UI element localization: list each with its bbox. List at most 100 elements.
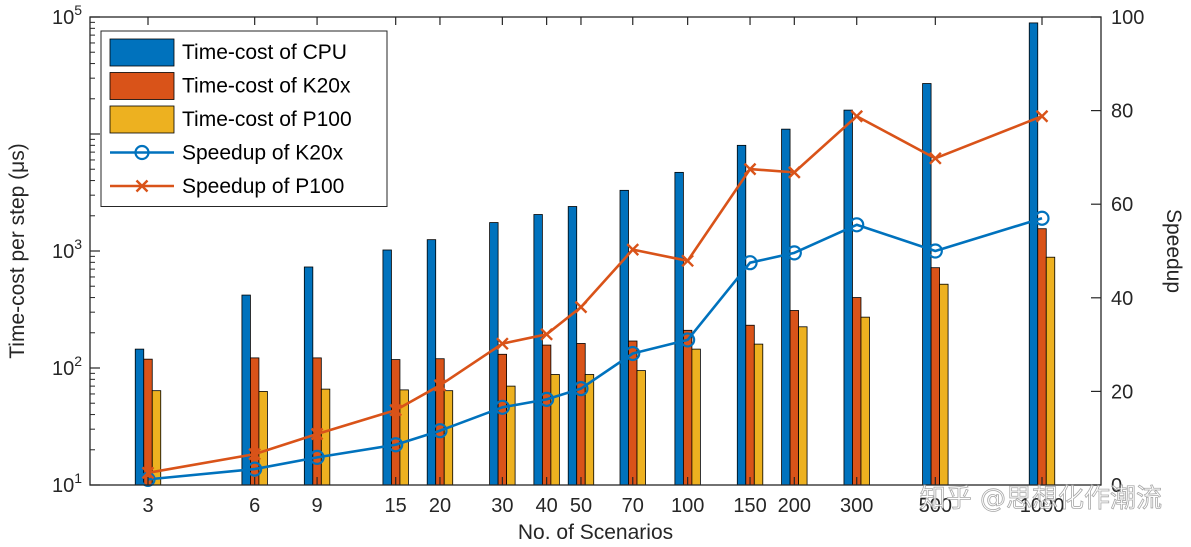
point-speedup-of-k20x-100	[680, 332, 696, 348]
y-axis-right-label: Speedup	[1162, 209, 1185, 293]
bar-time-cost-of-k20x-200	[789, 310, 799, 486]
bar-time-cost-of-k20x-150	[745, 324, 755, 486]
legend-swatch-time-cost-of-cpu	[109, 38, 175, 67]
y-left-tick-label-1e2: 102	[52, 353, 82, 380]
watermark: 知乎 @思想化作潮流	[920, 484, 1162, 514]
legend-label-speedup-of-k20x: Speedup of K20x	[182, 142, 344, 165]
x-tick-label-1000: 1000	[1020, 495, 1065, 517]
legend-swatch-time-cost-of-p100	[109, 105, 175, 134]
point-speedup-of-k20x-150	[742, 255, 758, 271]
y-axis-left-label: Time-cost per step (μs)	[6, 143, 29, 359]
x-tick-label-70: 70	[622, 495, 644, 517]
point-speedup-of-p100-15	[389, 403, 403, 417]
point-speedup-of-p100-150	[743, 162, 757, 176]
x-tick-label-30: 30	[491, 495, 513, 517]
bar-time-cost-of-k20x-1000	[1037, 228, 1047, 486]
point-speedup-of-k20x-70	[625, 345, 641, 362]
bar-time-cost-of-k20x-500	[930, 267, 940, 486]
point-speedup-of-k20x-500	[927, 243, 943, 259]
bar-time-cost-of-cpu-30	[489, 222, 499, 486]
bar-time-cost-of-cpu-150	[736, 144, 747, 486]
x-tick-label-150: 150	[733, 495, 766, 517]
legend-label-time-cost-of-k20x: Time-cost of K20x	[182, 75, 351, 98]
x-tick-label-20: 20	[429, 495, 451, 517]
legend-label-speedup-of-p100: Speedup of P100	[182, 175, 344, 198]
bar-time-cost-of-p100-30	[506, 385, 516, 486]
bar-time-cost-of-cpu-3	[134, 348, 145, 486]
bar-time-cost-of-cpu-20	[426, 239, 437, 486]
point-speedup-of-k20x-200	[786, 245, 802, 261]
y-left-tick-label-1e1: 101	[52, 470, 82, 497]
x-axis: 3 6 9 15 20 30 40 50 70 100 150 200 300 500 1000	[142, 17, 1064, 517]
bar-time-cost-of-k20x-15	[391, 359, 401, 486]
x-tick-label-9: 9	[312, 495, 323, 517]
x-tick-label-6: 6	[249, 495, 260, 517]
bar-time-cost-of-cpu-40	[533, 214, 543, 486]
bar-time-cost-of-p100-40	[550, 374, 560, 486]
legend-label-time-cost-of-cpu: Time-cost of CPU	[182, 41, 347, 64]
x-tick-label-15: 15	[385, 495, 407, 517]
legend-swatch-time-cost-of-k20x	[109, 72, 175, 100]
bar-time-cost-of-cpu-70	[619, 189, 629, 486]
bar-time-cost-of-cpu-500	[922, 83, 932, 486]
point-speedup-of-k20x-20	[432, 423, 448, 439]
bar-time-cost-of-p100-500	[939, 283, 949, 486]
bar-time-cost-of-k20x-100	[682, 329, 693, 486]
point-speedup-of-p100-20	[433, 378, 447, 392]
y-right-tick-label-100: 100	[1111, 7, 1144, 29]
x-tick-label-200: 200	[778, 495, 811, 517]
bar-time-cost-of-p100-300	[860, 316, 870, 486]
x-tick-label-100: 100	[671, 495, 704, 517]
point-speedup-of-p100-500	[928, 151, 942, 165]
point-speedup-of-p100-300	[850, 109, 864, 123]
point-speedup-of-k20x-40	[539, 391, 555, 407]
bar-time-cost-of-cpu-50	[567, 206, 578, 486]
point-speedup-of-p100-6	[248, 447, 262, 461]
bar-time-cost-of-k20x-40	[541, 344, 552, 486]
y-left-tick-label-1e5: 105	[52, 2, 82, 29]
point-speedup-of-k20x-6	[247, 461, 263, 477]
x-axis-label: No. of Scenarios	[518, 521, 673, 544]
legend-marker-speedup-of-k20x	[134, 144, 150, 161]
point-speedup-of-p100-50	[574, 300, 588, 314]
bar-time-cost-of-k20x-70	[628, 340, 638, 486]
y-right-tick-label-80: 80	[1111, 101, 1133, 123]
point-speedup-of-k20x-300	[849, 217, 865, 233]
bar-time-cost-of-k20x-50	[576, 343, 586, 486]
point-speedup-of-p100-1000	[1035, 109, 1049, 123]
bar-time-cost-of-p100-200	[798, 326, 808, 486]
bar-time-cost-of-cpu-200	[781, 128, 791, 486]
bar-time-cost-of-p100-1000	[1045, 256, 1056, 486]
point-speedup-of-p100-200	[787, 166, 801, 179]
bar-time-cost-of-k20x-20	[435, 358, 445, 486]
point-speedup-of-p100-30	[496, 337, 509, 351]
bar-time-cost-of-p100-100	[691, 348, 701, 486]
bar-time-cost-of-k20x-3	[143, 358, 153, 486]
legend-label-time-cost-of-p100: Time-cost of P100	[182, 108, 352, 131]
y-axis-right: 0 20 40 60 80 100	[1091, 7, 1144, 497]
x-tick-label-500: 500	[919, 495, 952, 517]
bar-time-cost-of-p100-70	[636, 370, 646, 486]
point-speedup-of-p100-3	[141, 466, 155, 480]
y-right-tick-label-0: 0	[1111, 475, 1122, 497]
bar-time-cost-of-p100-9	[320, 388, 331, 486]
bar-time-cost-of-k20x-9	[312, 357, 322, 486]
point-speedup-of-k20x-30	[494, 399, 510, 415]
bar-time-cost-of-p100-150	[753, 343, 764, 486]
bar-time-cost-of-k20x-30	[497, 353, 508, 486]
point-speedup-of-p100-70	[626, 243, 640, 256]
bar-time-cost-of-p100-20	[443, 390, 454, 486]
point-speedup-of-k20x-50	[573, 380, 589, 397]
legend-marker-speedup-of-p100	[135, 179, 149, 193]
line-speedup-of-k20x	[147, 216, 1043, 481]
x-tick-label-50: 50	[570, 495, 592, 517]
y-right-tick-label-40: 40	[1111, 288, 1133, 310]
point-speedup-of-k20x-15	[388, 437, 404, 453]
bar-time-cost-of-cpu-100	[674, 171, 684, 486]
line-layer	[140, 109, 1050, 487]
point-speedup-of-p100-9	[310, 427, 324, 441]
y-axis-left: 101 102 103 105	[52, 2, 100, 497]
y-left-tick-label-1e3: 103	[52, 236, 82, 263]
x-tick-label-300: 300	[840, 495, 873, 517]
